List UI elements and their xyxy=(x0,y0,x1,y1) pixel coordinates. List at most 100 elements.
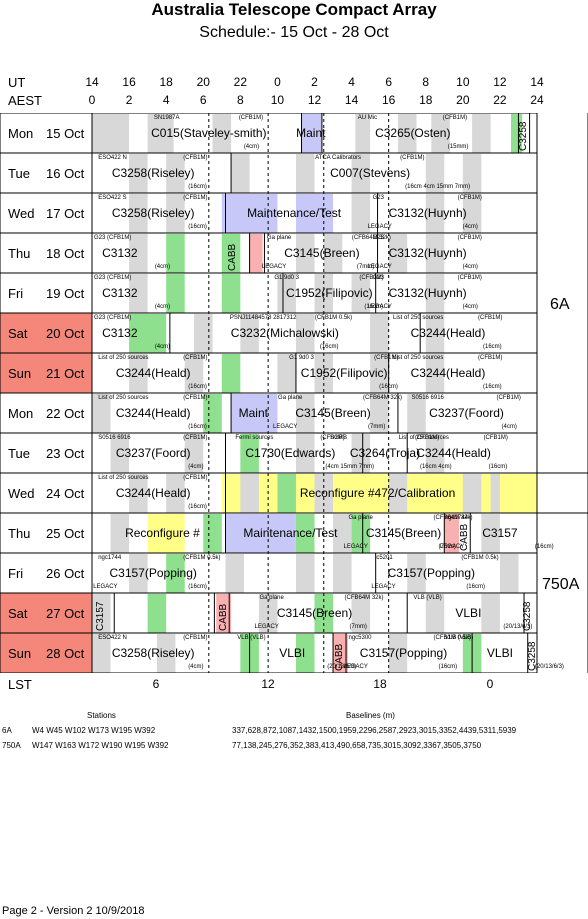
block-band: (CFB1M) xyxy=(374,355,399,361)
aest-tick: 2 xyxy=(125,93,133,107)
block-source: SN1987A xyxy=(153,115,180,121)
schedule-stripe xyxy=(129,154,148,193)
block-wavelength: (16cm) xyxy=(188,584,207,590)
schedule-stripe xyxy=(295,394,315,433)
ut-tick: 22 xyxy=(233,75,248,89)
block-source: VLB (VLB) xyxy=(413,595,442,601)
schedule-stripe xyxy=(225,554,245,593)
block-label: Maint xyxy=(238,406,268,420)
block-source: G23 xyxy=(372,195,384,201)
ut-tick: 0 xyxy=(274,75,281,89)
block-label: C3157 xyxy=(482,526,518,540)
block-wavelength: (16cm 4cm) xyxy=(419,464,452,470)
schedule-stripe xyxy=(407,394,426,433)
block-source: ngc1744 xyxy=(98,555,122,561)
block-label: C3265(Osten) xyxy=(375,126,451,140)
block-band: (CFB1M 0.5k) xyxy=(461,555,499,561)
schedule-stripe xyxy=(370,394,389,433)
block-label-vertical: C3258 xyxy=(527,641,539,671)
schedule-stripe xyxy=(277,354,296,393)
block-band: (CFB64M 32k) xyxy=(351,235,391,241)
block-label: C3244(Heald) xyxy=(410,326,486,340)
schedule-stripe xyxy=(351,274,371,313)
schedule-stripe xyxy=(216,594,232,633)
schedule-stripe xyxy=(129,554,148,593)
aest-tick: 24 xyxy=(530,93,544,107)
footer-stations-6a: W4 W45 W102 W173 W195 W392 xyxy=(32,726,156,735)
schedule-stripe xyxy=(351,154,371,193)
block-wavelength: (4cm) xyxy=(501,424,517,430)
block-label: C3258(Riseley) xyxy=(111,206,195,220)
schedule-stripe xyxy=(407,554,426,593)
block-band: (CFB1M) xyxy=(183,195,208,201)
schedule-stripe xyxy=(184,434,204,473)
schedule-stripe xyxy=(221,274,241,313)
block-wavelength: (4cm) xyxy=(462,304,478,310)
block-source: G23 xyxy=(372,235,384,241)
block-source: VLB (VLB) xyxy=(237,635,266,641)
ut-tick: 4 xyxy=(348,75,355,89)
block-source: S0516 6916 xyxy=(98,435,131,441)
block-label: C3132 xyxy=(102,326,138,340)
schedule-stripe xyxy=(295,314,315,353)
block-label-vertical: C3157 xyxy=(95,601,107,631)
day-of-week: Sat xyxy=(8,326,28,341)
schedule-stripe xyxy=(295,554,315,593)
block-source: Fermi sources xyxy=(235,435,274,441)
block-legacy: LEGACY xyxy=(367,264,392,270)
schedule-stripe xyxy=(462,474,482,513)
block-wavelength: (16cm 4cm 15mm 7mm) xyxy=(405,184,471,190)
block-band: (CFB1M) xyxy=(478,355,503,361)
schedule-stripe xyxy=(333,514,352,553)
aest-tick: 20 xyxy=(456,93,470,107)
block-label: Maint xyxy=(296,126,326,140)
block-label: C3244(Heald) xyxy=(416,446,491,460)
schedule-stripe xyxy=(166,194,185,233)
block-band: (CFB1M) xyxy=(457,235,482,241)
block-label: C3237(Foord) xyxy=(429,406,504,420)
schedule-stripe xyxy=(295,154,315,193)
lst-axis-label: LST xyxy=(8,677,32,692)
day-of-week: Fri xyxy=(8,286,24,301)
schedule-stripe xyxy=(147,514,185,553)
schedule-stripe xyxy=(92,634,111,673)
block-legacy: LEGACY xyxy=(93,584,118,590)
block-label: C3145(Breen) xyxy=(365,526,442,540)
schedule-stripe xyxy=(472,114,491,153)
schedule-stripe xyxy=(147,114,174,153)
day-of-week: Sat xyxy=(8,606,28,621)
block-label: C3157(Popping) xyxy=(359,646,448,660)
block-wavelength: (7mm) xyxy=(349,624,367,630)
block-label: C3232(Michalowski) xyxy=(230,326,339,340)
block-band: (CFB1M) xyxy=(442,115,468,121)
schedule-stripe xyxy=(351,514,371,553)
footer-stations-750a: W147 W163 W172 W190 W195 W392 xyxy=(32,741,169,750)
block-label: C3145(Breen) xyxy=(295,406,371,420)
footer-baselines-6a: 337,628,872,1087,1432,1500,1959,2296,258… xyxy=(232,726,517,735)
schedule-stripe xyxy=(425,434,445,473)
schedule-stripe xyxy=(490,474,500,513)
block-label: C3132(Huynh) xyxy=(388,286,467,300)
aest-axis-label: AEST xyxy=(8,93,42,108)
schedule-stripe xyxy=(351,434,371,473)
block-band: (CFB64M 32k) xyxy=(344,595,384,601)
day-of-week: Wed xyxy=(8,206,35,221)
schedule-stripe xyxy=(295,434,315,473)
config-label-750a: 750A xyxy=(542,576,580,593)
schedule-stripe xyxy=(203,394,222,433)
schedule-stripe xyxy=(193,314,213,353)
block-source: Ga plane xyxy=(266,235,292,241)
block-band: (CFB1M) xyxy=(183,395,208,401)
block-wavelength: (20/13/6/3) xyxy=(534,664,564,670)
block-label: C3258(Riseley) xyxy=(111,166,195,180)
block-label-vertical: CABB xyxy=(226,243,238,271)
schedule-stripe xyxy=(166,154,185,193)
schedule-stripe xyxy=(221,474,537,513)
schedule-stripe xyxy=(277,474,296,513)
block-wavelength: (20/13/6/3) xyxy=(327,664,357,670)
aest-tick: 10 xyxy=(270,93,285,107)
block-band: (CFB1M) xyxy=(414,435,440,441)
block-legacy: LEGACY xyxy=(273,424,298,430)
block-legacy: LEGACY xyxy=(343,664,368,670)
block-band: (CFB1M 0.5k) xyxy=(433,635,471,641)
